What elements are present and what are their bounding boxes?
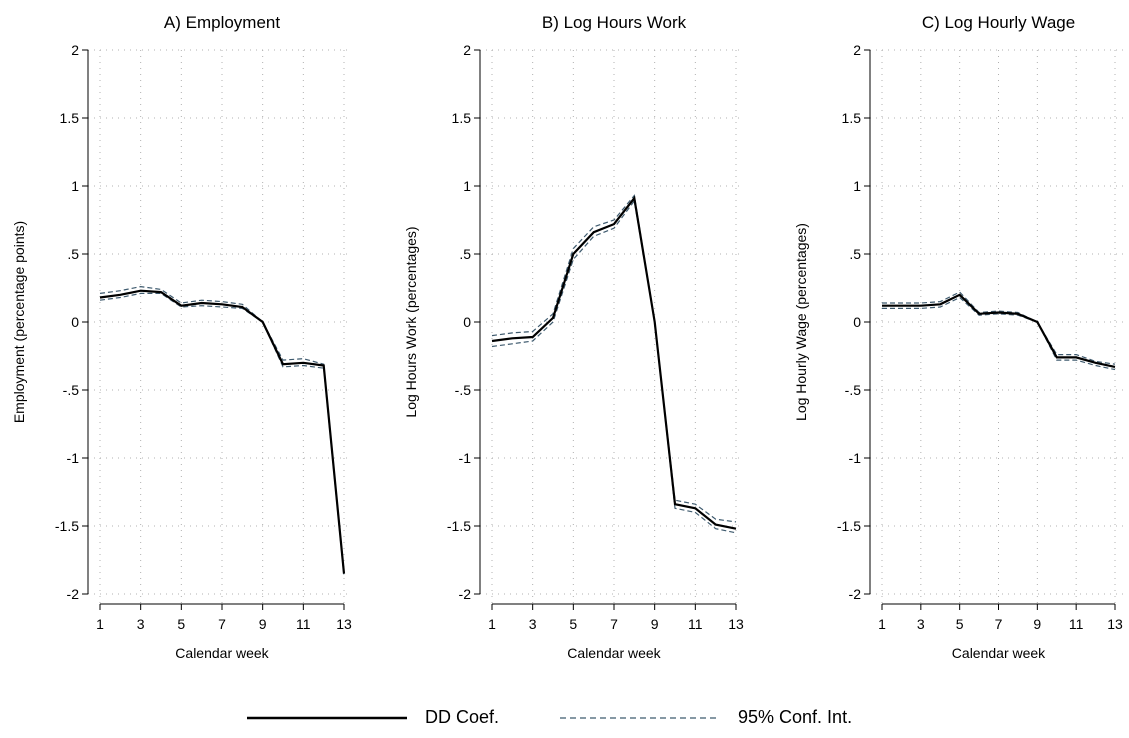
x-tick-label: 13 — [336, 616, 352, 632]
x-tick-label: 5 — [569, 616, 577, 632]
x-tick-label: 11 — [296, 616, 311, 632]
x-tick-label: 9 — [1033, 616, 1041, 632]
coef-line — [99, 289, 346, 574]
x-tick-label: 1 — [96, 616, 104, 632]
y-axis-label: Employment (percentage points) — [11, 221, 27, 423]
x-tick-label: 3 — [137, 616, 145, 632]
y-tick-label: -.5 — [845, 382, 862, 398]
panel-title: B) Log Hours Work — [542, 13, 687, 32]
x-tick-label: 1 — [488, 616, 496, 632]
x-tick-label: 5 — [956, 616, 964, 632]
legend-swatch-coef — [247, 716, 407, 719]
x-tick-label: 7 — [610, 616, 618, 632]
ci-lower-line — [99, 292, 345, 577]
ci-upper-line — [491, 194, 737, 523]
x-tick-label: 11 — [1069, 616, 1084, 632]
x-tick-label: 3 — [529, 616, 537, 632]
y-tick-label: -1 — [849, 450, 862, 466]
y-tick-label: -1 — [67, 450, 80, 466]
y-tick-label: .5 — [67, 246, 79, 262]
coef-line — [491, 195, 737, 530]
x-tick-label: 13 — [1107, 616, 1123, 632]
y-tick-label: 2 — [463, 42, 471, 58]
y-tick-label: -1.5 — [55, 518, 79, 534]
y-tick-label: 2 — [71, 42, 79, 58]
ci-upper-line — [882, 291, 1116, 365]
y-tick-label: .5 — [849, 246, 861, 262]
coef-line — [882, 293, 1116, 368]
panel-title: A) Employment — [164, 13, 280, 32]
x-axis-label: Calendar week — [952, 645, 1046, 661]
x-tick-label: 9 — [259, 616, 267, 632]
x-tick-label: 9 — [651, 616, 659, 632]
y-tick-label: 1 — [71, 178, 79, 194]
legend-label-ci: 95% Conf. Int. — [738, 707, 853, 727]
legend: DD Coef. 95% Conf. Int. — [0, 707, 1129, 737]
legend-item-coef: DD Coef. — [247, 707, 499, 728]
y-tick-label: 1.5 — [60, 110, 80, 126]
y-tick-label: 0 — [463, 314, 471, 330]
x-tick-label: 13 — [728, 616, 744, 632]
x-tick-label: 7 — [218, 616, 226, 632]
y-tick-label: -1.5 — [837, 518, 861, 534]
y-tick-label: -2 — [67, 586, 80, 602]
x-tick-label: 1 — [878, 616, 886, 632]
x-tick-label: 5 — [177, 616, 185, 632]
y-axis-label: Log Hourly Wage (percentages) — [793, 223, 809, 421]
legend-label-coef: DD Coef. — [425, 707, 500, 727]
y-tick-label: 1 — [463, 178, 471, 194]
y-tick-label: 1 — [853, 178, 861, 194]
y-tick-label: -1 — [459, 450, 472, 466]
y-tick-label: -.5 — [455, 382, 472, 398]
legend-swatch-ci — [560, 716, 720, 719]
x-tick-label: 11 — [688, 616, 703, 632]
y-tick-label: .5 — [459, 246, 471, 262]
y-tick-label: -.5 — [63, 382, 80, 398]
y-tick-label: 0 — [853, 314, 861, 330]
panel-title: C) Log Hourly Wage — [922, 13, 1075, 32]
y-axis-label: Log Hours Work (percentages) — [403, 226, 419, 417]
y-tick-label: -1.5 — [447, 518, 471, 534]
ci-lower-line — [491, 199, 737, 534]
x-tick-label: 7 — [995, 616, 1003, 632]
y-tick-label: 1.5 — [842, 110, 862, 126]
x-axis-label: Calendar week — [175, 645, 269, 661]
y-tick-label: -2 — [459, 586, 472, 602]
legend-item-ci: 95% Conf. Int. — [560, 707, 852, 728]
y-tick-label: 2 — [853, 42, 861, 58]
y-tick-label: -2 — [849, 586, 862, 602]
ci-lower-line — [882, 296, 1116, 371]
x-tick-label: 3 — [917, 616, 925, 632]
ci-upper-line — [99, 285, 345, 573]
y-tick-label: 1.5 — [452, 110, 472, 126]
y-tick-label: 0 — [71, 314, 79, 330]
x-axis-label: Calendar week — [567, 645, 661, 661]
